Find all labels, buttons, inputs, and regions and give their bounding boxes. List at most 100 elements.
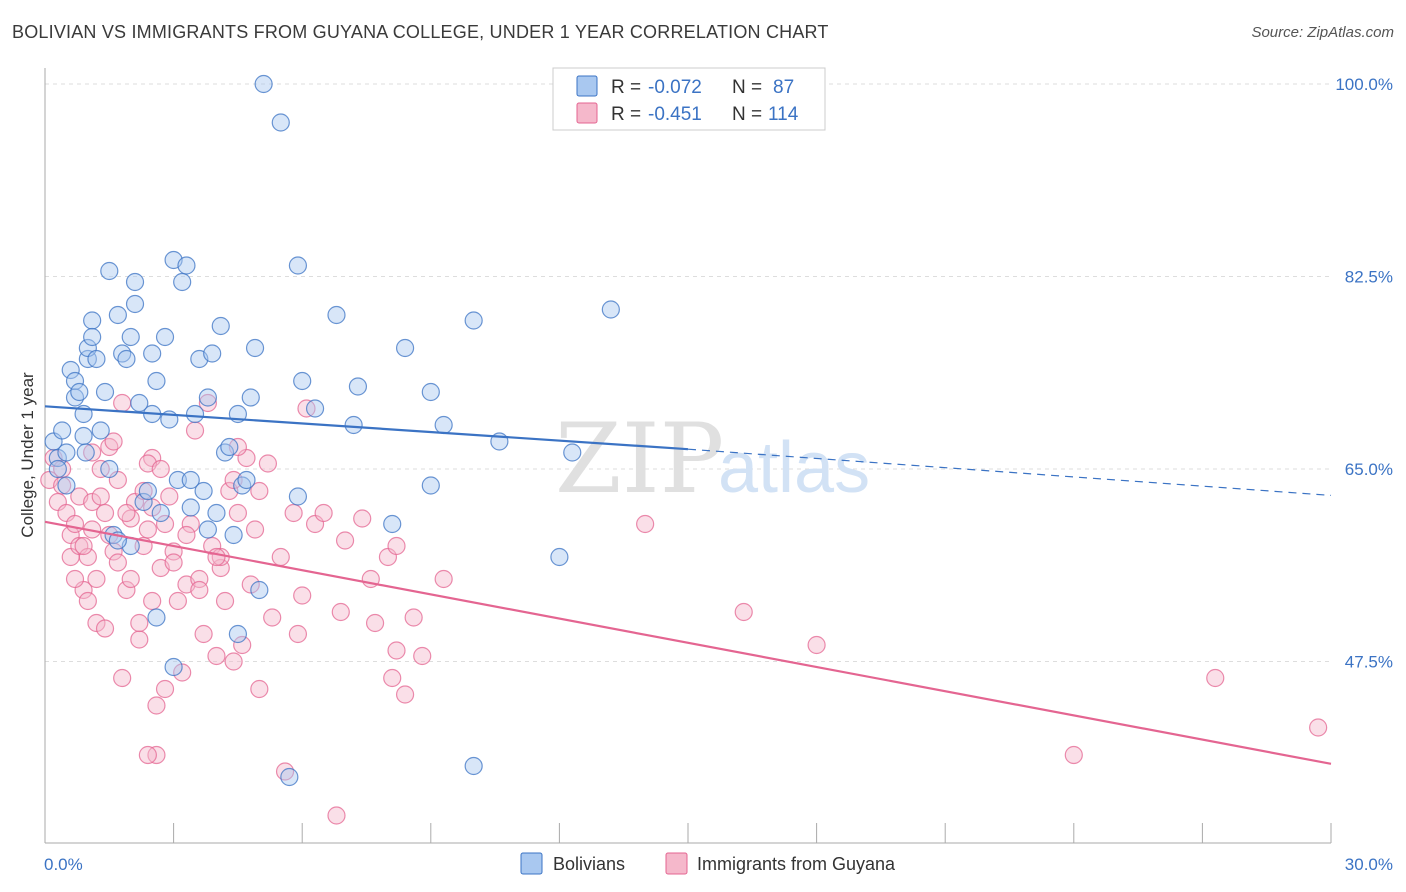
point-guyana-83 bbox=[404, 608, 423, 627]
legend-r-label-bolivians: R = bbox=[611, 77, 641, 98]
point-guyana-57 bbox=[233, 635, 252, 655]
legend-swatch-guyana bbox=[576, 102, 598, 124]
point-bolivians-43 bbox=[185, 404, 205, 424]
point-bolivians-27 bbox=[125, 294, 145, 314]
point-bolivians-34 bbox=[147, 371, 166, 391]
x-tick-label-0: 0.0% bbox=[44, 855, 83, 874]
point-bolivians-59 bbox=[254, 74, 273, 94]
point-guyana-80 bbox=[383, 668, 402, 688]
point-guyana-85 bbox=[434, 569, 453, 589]
point-guyana-112 bbox=[113, 393, 132, 413]
point-guyana-108 bbox=[807, 635, 826, 655]
point-bolivians-72 bbox=[421, 476, 440, 495]
point-bolivians-46 bbox=[198, 388, 217, 407]
watermark: ZIP atlas bbox=[555, 403, 870, 515]
legend-r-value-guyana: -0.451 bbox=[648, 104, 702, 125]
point-bolivians-16 bbox=[83, 327, 102, 347]
point-bolivians-66 bbox=[327, 305, 346, 325]
point-guyana-28 bbox=[121, 569, 140, 589]
point-guyana-103 bbox=[151, 459, 170, 479]
point-guyana-60 bbox=[245, 520, 265, 539]
point-bolivians-63 bbox=[293, 371, 312, 391]
series-guyana-points bbox=[40, 393, 1328, 825]
bottom-legend-label-guyana: Immigrants from Guyana bbox=[697, 854, 896, 874]
point-bolivians-20 bbox=[100, 261, 119, 281]
source-label: Source: ZipAtlas.com bbox=[1251, 24, 1394, 41]
point-bolivians-61 bbox=[280, 767, 299, 787]
point-bolivians-57 bbox=[245, 338, 265, 358]
point-bolivians-18 bbox=[91, 421, 110, 440]
point-bolivians-77 bbox=[563, 443, 582, 462]
point-guyana-11 bbox=[78, 547, 97, 567]
x-tick-label-1: 30.0% bbox=[1345, 855, 1393, 874]
point-bolivians-23 bbox=[108, 305, 127, 325]
trend-line-bolivians-extension bbox=[687, 448, 1332, 496]
point-guyana-109 bbox=[1064, 745, 1083, 765]
point-guyana-82 bbox=[395, 685, 415, 704]
point-bolivians-31 bbox=[138, 481, 157, 501]
point-bolivians-26 bbox=[121, 327, 140, 347]
legend-r-value-bolivians: -0.072 bbox=[648, 77, 702, 98]
stats-legend-box bbox=[552, 67, 826, 131]
point-bolivians-41 bbox=[177, 256, 196, 275]
point-bolivians-55 bbox=[237, 470, 256, 490]
legend-n-label-guyana: N = bbox=[732, 104, 762, 125]
point-bolivians-17 bbox=[87, 349, 106, 369]
y-tick-label-1: 65.0% bbox=[1345, 460, 1393, 479]
point-guyana-92 bbox=[91, 487, 110, 506]
point-bolivians-62 bbox=[288, 256, 308, 275]
point-guyana-39 bbox=[155, 514, 175, 534]
point-guyana-56 bbox=[228, 503, 247, 523]
point-bolivians-68 bbox=[348, 377, 368, 396]
y-tick-label-2: 82.5% bbox=[1345, 268, 1393, 287]
point-guyana-75 bbox=[353, 509, 372, 528]
point-guyana-51 bbox=[207, 646, 226, 666]
point-guyana-105 bbox=[207, 547, 226, 567]
point-bolivians-67 bbox=[344, 415, 363, 435]
point-bolivians-79 bbox=[550, 547, 569, 567]
point-guyana-53 bbox=[215, 591, 235, 611]
point-bolivians-12 bbox=[76, 443, 95, 462]
point-bolivians-51 bbox=[220, 437, 239, 457]
point-guyana-26 bbox=[117, 580, 136, 600]
point-bolivians-19 bbox=[95, 382, 115, 402]
x-tick-labels: 0.0% 30.0% bbox=[44, 855, 1393, 874]
point-guyana-7 bbox=[65, 514, 85, 534]
point-guyana-55 bbox=[224, 652, 243, 671]
point-bolivians-65 bbox=[305, 399, 325, 418]
point-bolivians-69 bbox=[383, 514, 402, 534]
point-guyana-90 bbox=[190, 580, 209, 600]
point-bolivians-75 bbox=[464, 756, 483, 776]
point-guyana-71 bbox=[314, 503, 333, 523]
point-bolivians-11 bbox=[74, 426, 93, 446]
point-guyana-72 bbox=[327, 806, 346, 825]
point-guyana-84 bbox=[413, 646, 432, 666]
point-guyana-66 bbox=[284, 503, 303, 523]
point-guyana-102 bbox=[250, 481, 269, 501]
point-bolivians-28 bbox=[125, 272, 145, 292]
point-guyana-68 bbox=[293, 586, 312, 605]
point-bolivians-21 bbox=[100, 459, 119, 479]
point-guyana-89 bbox=[164, 553, 183, 572]
point-guyana-97 bbox=[117, 503, 136, 523]
point-guyana-25 bbox=[113, 668, 132, 688]
point-bolivians-48 bbox=[207, 503, 226, 523]
point-bolivians-56 bbox=[241, 388, 260, 407]
point-bolivians-74 bbox=[464, 311, 483, 330]
point-guyana-93 bbox=[65, 569, 85, 589]
point-bolivians-58 bbox=[250, 580, 269, 600]
chart-title: BOLIVIAN VS IMMIGRANTS FROM GUYANA COLLE… bbox=[12, 22, 829, 42]
trend-line-guyana bbox=[44, 520, 1332, 765]
point-bolivians-73 bbox=[434, 415, 453, 435]
point-guyana-62 bbox=[258, 454, 278, 473]
point-bolivians-47 bbox=[203, 344, 222, 363]
point-guyana-111 bbox=[1309, 718, 1328, 737]
point-guyana-40 bbox=[160, 487, 179, 506]
point-bolivians-85 bbox=[198, 520, 217, 539]
y-tick-label-3: 100.0% bbox=[1335, 75, 1393, 94]
point-guyana-99 bbox=[83, 443, 102, 462]
point-guyana-73 bbox=[331, 602, 350, 622]
point-guyana-87 bbox=[104, 432, 123, 451]
point-bolivians-6 bbox=[61, 360, 80, 380]
